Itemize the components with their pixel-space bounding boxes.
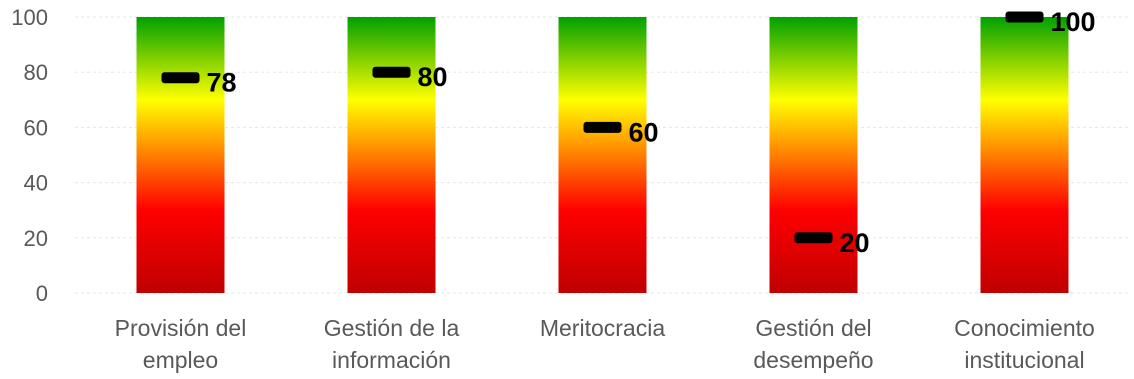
category-label-line: Gestión de la [324,315,460,341]
y-tick-label: 100 [11,5,48,30]
category-label: Conocimiento institucional [954,315,1095,373]
value-label: 80 [418,62,448,92]
value-label: 78 [207,68,237,98]
category-label: Gestión del desempeño [753,315,873,373]
value-label: 60 [629,117,659,147]
range-bar [558,17,647,293]
gridlines [75,16,1130,294]
value-labels: 78 80 60 20 100 [207,7,1096,258]
category-label-line: Provisión del [115,315,247,341]
y-tick-label: 80 [24,60,48,85]
range-bar [136,17,225,293]
value-marker [583,121,622,133]
value-marker [1005,11,1044,23]
x-axis: Provisión del empleo Gestión de la informac… [115,315,1095,373]
range-bar [347,17,436,293]
y-tick-label: 20 [24,226,48,251]
category-label: Meritocracia [540,315,665,341]
category-label-line: Gestión del [755,315,871,341]
category-label-line: empleo [143,347,218,373]
category-label-line: información [332,347,451,373]
y-tick-label: 60 [24,115,48,140]
value-marker [372,66,411,78]
value-label: 100 [1051,7,1096,37]
range-bar [980,17,1069,293]
category-label-line: Conocimiento [954,315,1095,341]
category-label-line: desempeño [753,347,873,373]
y-tick-label: 0 [36,281,48,306]
range-bars [136,17,1069,293]
category-label-line: Meritocracia [540,315,665,341]
y-axis: 0 20 40 60 80 100 [11,5,48,306]
value-label: 20 [840,228,870,258]
value-markers [161,11,1044,244]
category-label: Provisión del empleo [115,315,247,373]
category-label-line: institucional [964,347,1084,373]
value-marker [794,232,833,244]
value-marker [161,72,200,84]
range-bar [769,17,858,293]
y-tick-label: 40 [24,171,48,196]
category-label: Gestión de la información [324,315,460,373]
